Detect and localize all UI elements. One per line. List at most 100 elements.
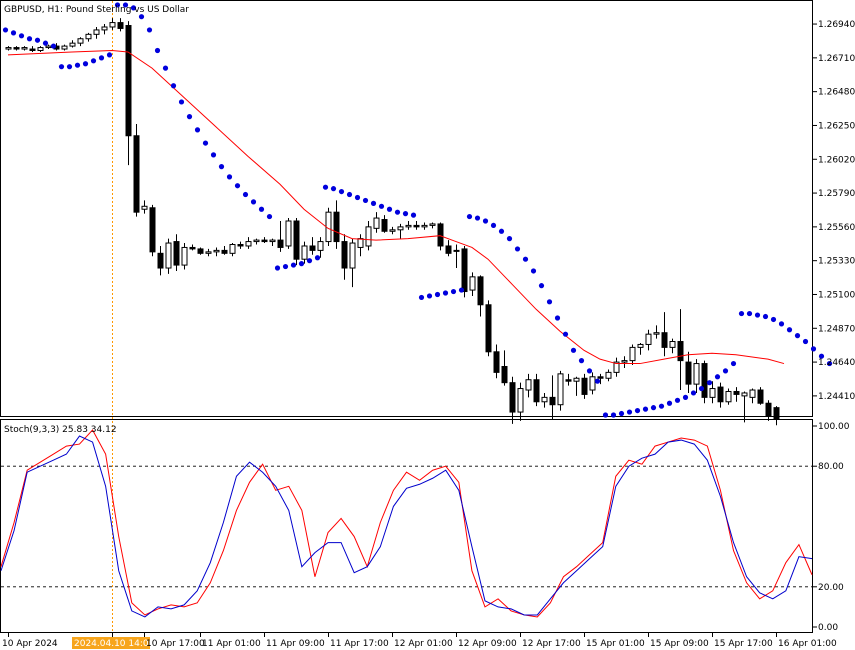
candle bbox=[693, 359, 700, 393]
candle-body-bull bbox=[429, 223, 436, 226]
sar-dot bbox=[66, 64, 73, 70]
sar-dot bbox=[498, 228, 505, 234]
candle-body-bull bbox=[61, 45, 68, 50]
stochastic-line bbox=[0, 429, 813, 618]
candle-body-bull bbox=[109, 22, 116, 28]
candle bbox=[205, 248, 212, 257]
candle bbox=[269, 238, 276, 246]
candle bbox=[653, 325, 660, 339]
candle-body-bull bbox=[21, 47, 28, 50]
candle bbox=[701, 360, 708, 404]
sar-dot bbox=[306, 258, 313, 264]
candle bbox=[517, 382, 524, 421]
candle-body-bull bbox=[373, 217, 380, 229]
candle-body-bear bbox=[765, 402, 772, 417]
candle-body-bull bbox=[101, 26, 108, 31]
sar-dot bbox=[322, 184, 329, 190]
sar-dot bbox=[714, 374, 721, 380]
candle-body-bear bbox=[133, 135, 140, 213]
candle-body-bear bbox=[549, 396, 556, 406]
sar-dot bbox=[762, 313, 769, 320]
sar-dot bbox=[602, 412, 609, 418]
stochastic-axis: 100.00 80.00 20.00 0.00 bbox=[813, 422, 850, 633]
candle bbox=[725, 388, 732, 405]
sar-dot bbox=[482, 218, 489, 224]
sar-dot bbox=[818, 353, 825, 359]
candle bbox=[405, 220, 412, 230]
candle bbox=[133, 123, 140, 217]
candle bbox=[445, 240, 452, 257]
candle bbox=[45, 44, 52, 50]
candle bbox=[589, 372, 596, 395]
candle bbox=[525, 373, 532, 398]
candle-body-bull bbox=[141, 205, 148, 210]
candle bbox=[245, 237, 252, 249]
candle bbox=[621, 356, 628, 368]
sar-dot bbox=[442, 290, 449, 296]
candle-body-bull bbox=[301, 245, 308, 260]
sar-dot bbox=[562, 331, 569, 337]
stochastic-line bbox=[0, 435, 813, 618]
candle-body-bear bbox=[717, 386, 724, 403]
candle-body-bear bbox=[237, 244, 244, 247]
sar-dot bbox=[706, 380, 713, 386]
sar-dot bbox=[554, 315, 561, 321]
chart-title: GBPUSD, H1: Pound Sterling vs US Dollar bbox=[4, 5, 189, 15]
candle bbox=[669, 338, 676, 354]
sar-dot bbox=[810, 346, 817, 352]
candle-body-bull bbox=[37, 47, 44, 52]
sar-dot bbox=[658, 403, 665, 409]
candle-body-bull bbox=[213, 249, 220, 253]
candle-body-bull bbox=[645, 333, 652, 345]
candle-body-bull bbox=[741, 392, 748, 397]
candle-body-bull bbox=[541, 396, 548, 403]
candle bbox=[301, 241, 308, 264]
sar-dot bbox=[98, 55, 105, 61]
price-tick-label: 1.25330 bbox=[818, 257, 855, 267]
candle-body-bull bbox=[77, 38, 84, 44]
candle bbox=[501, 350, 508, 386]
candle bbox=[765, 400, 772, 421]
candle bbox=[757, 387, 764, 405]
sar-dot bbox=[122, 2, 129, 8]
candle bbox=[749, 388, 756, 404]
sar-dot bbox=[162, 65, 169, 71]
candle-body-bull bbox=[653, 332, 660, 335]
sar-dot bbox=[610, 412, 617, 418]
sar-dot bbox=[410, 212, 417, 218]
sar-dot bbox=[690, 390, 697, 396]
candle-body-bear bbox=[309, 245, 316, 251]
candle-body-bull bbox=[613, 361, 620, 373]
candle-body-bull bbox=[637, 343, 644, 348]
candle-body-bull bbox=[397, 226, 404, 231]
sar-dot bbox=[290, 262, 297, 268]
candle bbox=[85, 32, 92, 42]
sar-dot bbox=[802, 338, 809, 345]
candle-body-bear bbox=[733, 390, 740, 395]
candle-body-bear bbox=[125, 25, 132, 137]
candle bbox=[213, 247, 220, 257]
candle bbox=[421, 222, 428, 230]
candle-body-bear bbox=[189, 246, 196, 250]
candle bbox=[709, 381, 716, 404]
candle-body-bull bbox=[517, 388, 524, 413]
sar-dot bbox=[642, 406, 649, 412]
candle-body-bull bbox=[749, 389, 756, 398]
time-tick-label: 11 Apr 09:00 bbox=[266, 639, 325, 649]
candle bbox=[365, 220, 372, 251]
candle-body-bull bbox=[165, 242, 172, 269]
sar-dot bbox=[330, 186, 337, 192]
sar-dot bbox=[242, 191, 249, 198]
candle bbox=[573, 376, 580, 396]
candle bbox=[173, 234, 180, 271]
candle-body-bull bbox=[405, 224, 412, 228]
sar-dot bbox=[522, 256, 529, 262]
sar-dot bbox=[58, 64, 65, 70]
candle-body-bull bbox=[669, 341, 676, 348]
candle bbox=[253, 238, 260, 245]
crosshair-time-label-bg bbox=[72, 637, 150, 649]
sar-dot bbox=[450, 288, 457, 295]
sar-dot bbox=[354, 194, 361, 201]
sar-dot bbox=[258, 206, 265, 212]
